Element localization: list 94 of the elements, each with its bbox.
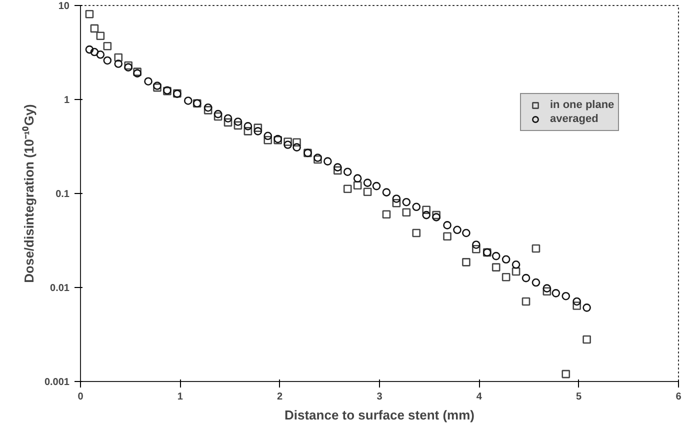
- point: [254, 127, 262, 136]
- point: [562, 370, 570, 378]
- point: [264, 136, 272, 144]
- point: [532, 278, 540, 287]
- point: [343, 184, 352, 194]
- point: [502, 255, 510, 264]
- point: [443, 221, 452, 230]
- point: [522, 274, 530, 282]
- x-tick-label: 6: [676, 392, 682, 402]
- point: [372, 182, 381, 190]
- point: [472, 240, 480, 249]
- point: [224, 114, 232, 123]
- point: [96, 32, 105, 40]
- point: [512, 260, 520, 269]
- point: [214, 112, 222, 121]
- point: [234, 118, 242, 126]
- x-tick-label: 0: [78, 392, 84, 402]
- point: [562, 292, 570, 300]
- point: [422, 210, 430, 220]
- point: [333, 163, 342, 172]
- point: [353, 181, 362, 190]
- x-tick-label: 1: [177, 392, 184, 402]
- x-tick-label: 4: [476, 392, 482, 402]
- point: [453, 226, 462, 234]
- point: [462, 258, 470, 266]
- point: [103, 42, 112, 50]
- legend-label: in one plane: [550, 98, 614, 112]
- point: [582, 304, 591, 312]
- point: [443, 232, 452, 241]
- point: [144, 77, 152, 86]
- point: [85, 45, 94, 54]
- point: [432, 213, 440, 222]
- point: [244, 127, 252, 136]
- point: [472, 244, 480, 254]
- y-tick-label: 1: [64, 95, 70, 106]
- point: [114, 60, 123, 68]
- point: [244, 122, 252, 130]
- point: [90, 24, 99, 33]
- point: [363, 178, 372, 187]
- point: [85, 10, 94, 18]
- point: [382, 188, 391, 196]
- legend-label: averaged: [550, 112, 598, 126]
- point: [184, 96, 192, 105]
- point: [572, 297, 581, 306]
- point: [542, 287, 552, 296]
- point: [422, 206, 430, 214]
- point: [204, 103, 212, 112]
- point: [392, 194, 401, 203]
- point: [412, 202, 421, 212]
- point: [492, 252, 500, 260]
- y-tick-label: 0.1: [56, 189, 70, 200]
- point: [343, 168, 352, 176]
- point: [402, 198, 411, 206]
- point: [324, 157, 332, 166]
- y-axis-title: Dose/disintegration (10⁻¹⁰Gy): [21, 104, 36, 283]
- point: [333, 166, 342, 175]
- point: [264, 132, 272, 140]
- point: [292, 143, 301, 152]
- point: [254, 124, 262, 132]
- point: [204, 106, 212, 114]
- point: [402, 208, 411, 217]
- point: [114, 53, 123, 62]
- point: [96, 50, 105, 59]
- point: [432, 210, 440, 220]
- point: [90, 48, 99, 56]
- y-tick-label: 0.001: [44, 377, 70, 388]
- point: [552, 289, 560, 298]
- point: [363, 188, 372, 196]
- point: [512, 267, 520, 276]
- point: [462, 228, 470, 238]
- point: [582, 335, 591, 344]
- x-tick-label: 3: [376, 392, 383, 402]
- point: [234, 121, 242, 130]
- point: [353, 174, 362, 182]
- point: [284, 140, 292, 149]
- point: [412, 228, 421, 238]
- point: [542, 284, 552, 292]
- point: [522, 297, 530, 306]
- point: [572, 302, 581, 310]
- y-tick-label: 0.01: [50, 283, 70, 294]
- x-axis-title: Distance to surface stent (mm): [284, 408, 475, 422]
- point: [103, 56, 112, 65]
- point: [224, 118, 232, 127]
- x-tick-label: 2: [277, 392, 284, 402]
- point: [292, 138, 301, 147]
- point: [502, 272, 510, 282]
- point: [392, 198, 401, 208]
- point: [382, 210, 391, 219]
- x-tick-label: 5: [576, 392, 582, 402]
- point: [284, 138, 292, 146]
- point: [492, 263, 500, 272]
- point: [532, 244, 540, 253]
- y-tick-label: 10: [58, 1, 70, 12]
- point: [214, 110, 222, 118]
